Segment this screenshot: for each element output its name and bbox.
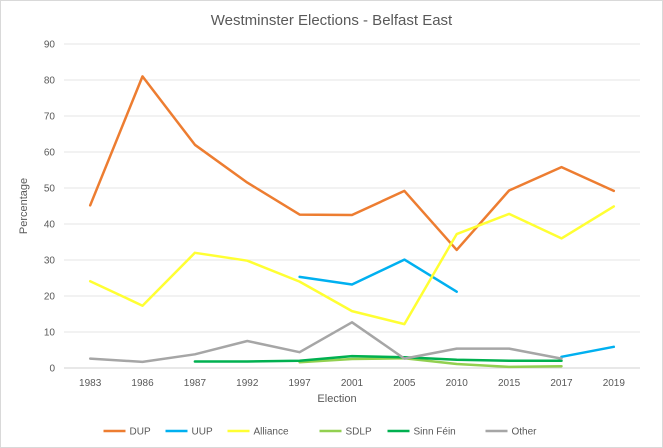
series-line-dup: [88, 75, 616, 252]
x-tick-label: 2005: [393, 378, 416, 389]
chart-title: Westminster Elections - Belfast East: [211, 12, 453, 29]
gridlines: [64, 43, 640, 369]
x-axis-ticks: 1983 1986 1987 1992 1997 2001 2005 2010 2015 2017…: [79, 378, 625, 389]
y-axis-label: Percentage: [18, 178, 30, 234]
series-line-sinn-f-in: [193, 354, 563, 363]
legend-label: UUP: [192, 427, 213, 438]
y-tick-label: 10: [44, 328, 56, 339]
series-line-uup: [298, 258, 458, 293]
y-tick-label: 50: [44, 184, 56, 195]
y-tick-label: 80: [44, 76, 56, 87]
legend-item-sdlp: SDLP: [319, 427, 372, 438]
series-line-sdlp: [298, 357, 563, 369]
legend: DUP UUP Alliance SDLP Sinn Féin Other: [103, 427, 538, 438]
series-line-alliance: [88, 205, 616, 326]
x-axis-label: Election: [317, 393, 356, 405]
series-line-other: [88, 321, 563, 364]
y-tick-label: 90: [44, 40, 56, 51]
x-tick-label: 2010: [446, 378, 469, 389]
y-tick-label: 20: [44, 292, 56, 303]
x-tick-label: 1997: [289, 378, 312, 389]
x-tick-label: 1992: [236, 378, 259, 389]
x-tick-label: 1983: [79, 378, 102, 389]
x-tick-label: 2017: [550, 378, 573, 389]
legend-item-sinn-f-in: Sinn Féin: [387, 427, 456, 438]
series-lines: [88, 75, 616, 369]
legend-item-uup: UUP: [165, 427, 213, 438]
y-tick-label: 0: [49, 364, 55, 375]
legend-item-alliance: Alliance: [227, 427, 289, 438]
x-tick-label: 1986: [131, 378, 154, 389]
y-tick-label: 40: [44, 220, 56, 231]
x-tick-label: 2001: [341, 378, 364, 389]
legend-item-other: Other: [485, 427, 538, 438]
legend-label: Sinn Féin: [414, 427, 456, 438]
x-tick-label: 2019: [603, 378, 626, 389]
legend-item-dup: DUP: [103, 427, 151, 438]
y-tick-label: 30: [44, 256, 56, 267]
legend-label: Other: [512, 427, 538, 438]
x-tick-label: 2015: [498, 378, 521, 389]
x-tick-label: 1987: [184, 378, 207, 389]
legend-label: Alliance: [254, 427, 289, 438]
legend-label: DUP: [130, 427, 151, 438]
y-tick-label: 60: [44, 148, 56, 159]
series-line-uup: [560, 345, 616, 359]
y-axis-ticks: 0 10 20 30 40 50 60 70 80 90: [44, 40, 56, 375]
legend-label: SDLP: [346, 427, 372, 438]
y-tick-label: 70: [44, 112, 56, 123]
